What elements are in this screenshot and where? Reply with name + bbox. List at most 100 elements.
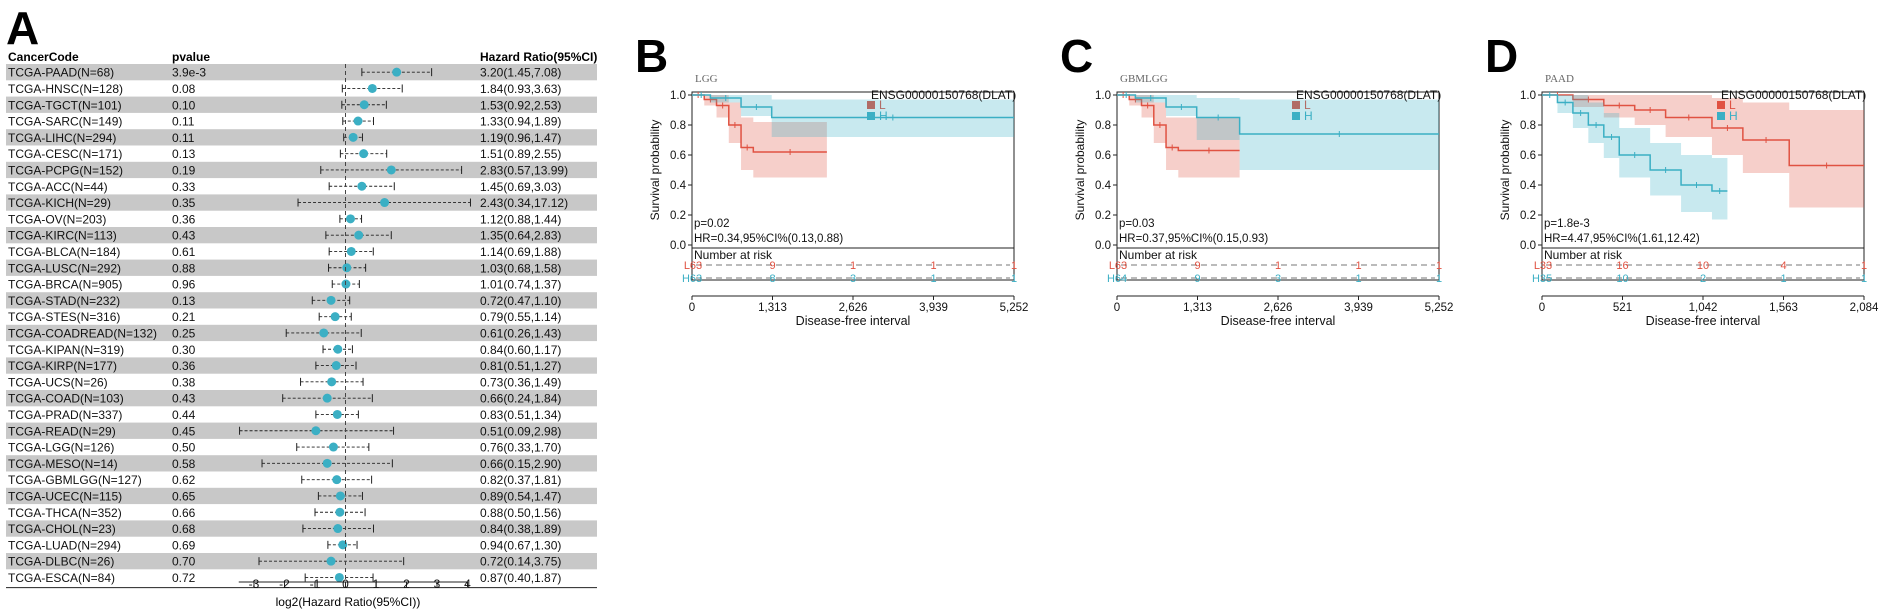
hr-annotation: HR=4.47,95%CI%(1.61,12.42) [1544,233,1700,245]
y-axis-label: Survival probability [1073,120,1087,221]
row-pvalue: 0.44 [172,408,196,422]
forest-x-tick-label: -2 [279,577,290,591]
row-pvalue: 0.36 [172,212,196,226]
row-hr-text: 0.84(0.38,1.89) [480,522,561,536]
hr-point [359,149,369,159]
row-cancer-code: TCGA-PAAD(N=68) [8,66,114,80]
row-hr-text: 0.89(0.54,1.47) [480,489,561,503]
hr-point [332,475,342,485]
row-pvalue: 0.30 [172,343,196,357]
risk-count-H: 10 [1616,273,1628,285]
hr-point [367,83,377,93]
gene-label: ENSG00000150768(DLAT) [1721,88,1866,102]
panel-subtitle: PAAD [1545,73,1574,85]
x-tick-label: 5,252 [1000,302,1029,314]
row-hr-text: 0.51(0.09,2.98) [480,424,561,438]
row-pvalue: 0.43 [172,229,196,243]
panel-subtitle: GBMLGG [1120,73,1168,85]
risk-count-H: 2 [1700,273,1706,285]
row-hr-text: 1.19(0.96,1.47) [480,131,561,145]
hr-point [342,263,352,273]
row-pvalue: 0.65 [172,489,196,503]
risk-count-H: 1 [1011,273,1017,285]
row-hr-text: 1.51(0.89,2.55) [480,147,561,161]
legend-label-L: L [1729,98,1736,112]
risk-table-title: Number at risk [1119,248,1198,262]
row-cancer-code: TCGA-COAD(N=103) [8,392,124,406]
row-pvalue: 0.38 [172,375,196,389]
risk-table-frame [1541,247,1865,281]
forest-x-tick-label: -3 [249,577,260,591]
row-pvalue: 0.69 [172,538,196,552]
row-pvalue: 0.66 [172,506,196,520]
col-header-hr: Hazard Ratio(95%CI) [480,50,597,64]
ci-band-H [692,95,1014,137]
row-cancer-code: TCGA-KIRC(N=113) [8,229,117,243]
row-stripe [6,390,597,407]
x-tick-label: 521 [1613,302,1632,314]
y-tick-label: 0.8 [1520,120,1536,132]
row-stripe [6,487,597,505]
risk-count-H: 3 [1275,273,1281,285]
row-stripe [6,227,597,244]
survival-curve-L [1117,94,1240,152]
risk-row-label-H: H [1107,273,1115,285]
y-tick-label: 0.2 [1520,210,1536,222]
y-tick-label: 0.0 [1095,240,1111,252]
row-cancer-code: TCGA-KIRP(N=177) [8,359,117,373]
row-hr-text: 3.20(1.45,7.08) [480,66,561,80]
risk-count-L: 4 [1780,260,1786,272]
risk-row-label-H: H [682,273,690,285]
risk-count-H: 3 [850,273,856,285]
risk-count-H: 1 [1861,273,1867,285]
row-cancer-code: TCGA-LIHC(N=294) [8,131,116,145]
risk-count-L: 63 [690,260,702,272]
row-hr-text: 0.76(0.33,1.70) [480,441,561,455]
y-tick-label: 0.6 [1095,150,1111,162]
risk-table-title: Number at risk [1544,248,1623,262]
row-hr-text: 0.84(0.60,1.17) [480,343,561,357]
row-pvalue: 0.35 [172,196,196,210]
risk-count-L: 10 [1697,260,1709,272]
row-stripe [6,64,597,81]
x-axis-label: Disease-free interval [796,314,911,328]
row-cancer-code: TCGA-CESC(N=171) [8,147,122,161]
row-pvalue: 0.58 [172,457,196,471]
ci-band-L [1117,95,1240,178]
risk-row-label-H: H [1532,273,1540,285]
risk-count-H: 63 [690,273,702,285]
legend-label-L: L [1304,98,1311,112]
row-hr-text: 1.53(0.92,2.53) [480,98,561,112]
risk-count-H: 1 [930,273,936,285]
gene-label: ENSG00000150768(DLAT) [1296,88,1441,102]
y-tick-label: 0.0 [670,240,686,252]
row-cancer-code: TCGA-LGG(N=126) [8,441,114,455]
hr-point [328,442,338,452]
row-cancer-code: TCGA-OV(N=203) [8,212,106,226]
row-pvalue: 0.36 [172,359,196,373]
risk-count-L: 9 [1194,260,1200,272]
legend-label-H: H [879,109,888,123]
ci-band-H [1117,95,1439,170]
survival-curve-L [692,94,827,153]
row-cancer-code: TCGA-READ(N=29) [8,424,116,438]
y-tick-label: 1.0 [1520,90,1536,102]
risk-count-L: 1 [1011,260,1017,272]
x-tick-label: 0 [1539,302,1545,314]
forest-x-tick-label: 0 [342,577,349,591]
row-cancer-code: TCGA-LUSC(N=292) [8,261,121,275]
hr-point [330,312,340,322]
panel-subtitle: LGG [695,73,718,85]
hr-point [348,132,358,142]
row-hr-text: 1.84(0.93,3.63) [480,82,561,96]
col-header-cancer: CancerCode [8,50,79,64]
hr-annotation: HR=0.34,95%CI%(0.13,0.88) [694,233,843,245]
x-tick-label: 5,252 [1425,302,1454,314]
risk-count-L: 33 [1540,260,1552,272]
hr-point [334,572,344,582]
risk-count-H: 1 [1355,273,1361,285]
hr-point [335,491,345,501]
y-tick-label: 0.2 [1095,210,1111,222]
legend-swatch-H [1717,112,1725,120]
